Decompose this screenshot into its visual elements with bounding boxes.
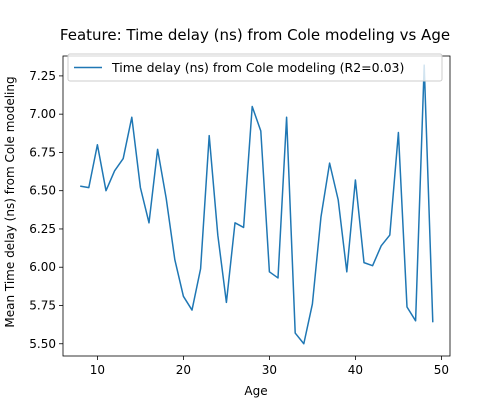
x-tick-label: 10: [90, 363, 105, 377]
y-tick-label: 6.25: [29, 222, 56, 236]
y-tick-label: 7.25: [29, 69, 56, 83]
y-tick-label: 5.50: [29, 337, 56, 351]
y-tick-label: 6.75: [29, 145, 56, 159]
y-axis-label: Mean Time delay (ns) from Cole modeling: [3, 76, 17, 327]
x-axis-label: Age: [244, 384, 267, 398]
y-tick-label: 6.50: [29, 184, 56, 198]
chart-title: Feature: Time delay (ns) from Cole model…: [60, 26, 450, 44]
legend-label: Time delay (ns) from Cole modeling (R2=0…: [111, 60, 404, 75]
y-tick-label: 7.00: [29, 107, 56, 121]
x-tick-label: 50: [434, 363, 449, 377]
x-tick-label: 30: [262, 363, 277, 377]
x-tick-label: 20: [176, 363, 191, 377]
y-tick-label: 5.75: [29, 298, 56, 312]
legend: Time delay (ns) from Cole modeling (R2=0…: [68, 54, 442, 81]
y-tick-label: 6.00: [29, 260, 56, 274]
x-tick-label: 40: [348, 363, 363, 377]
